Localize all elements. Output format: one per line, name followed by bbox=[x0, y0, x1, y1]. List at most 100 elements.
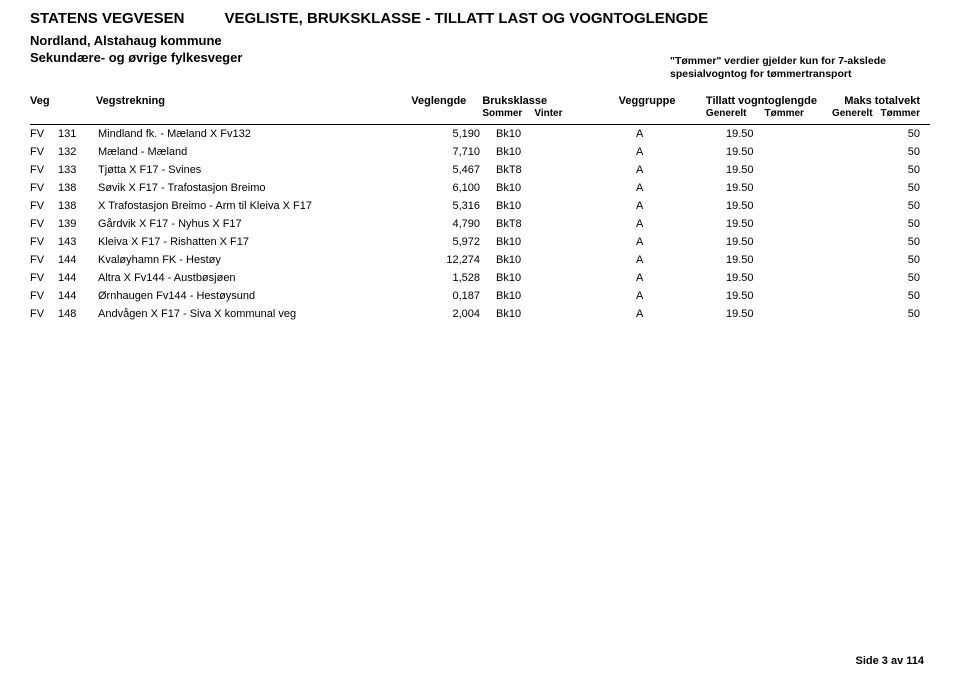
col-bk-vinter: Vinter bbox=[534, 108, 562, 120]
cell-name: Kvaløyhamn FK - Hestøy bbox=[98, 254, 410, 266]
cell-length: 6,100 bbox=[410, 182, 496, 194]
cell-vegnum: 131 bbox=[58, 128, 98, 140]
cell-bk: Bk10 bbox=[496, 254, 616, 266]
cell-length: 5,467 bbox=[410, 164, 496, 176]
col-veggruppe: Veggruppe bbox=[599, 95, 706, 120]
cell-vegnum: 144 bbox=[58, 272, 98, 284]
col-tillatt: Tillatt vogntoglengde Generelt Tømmer bbox=[706, 95, 832, 120]
cell-group: A bbox=[616, 218, 726, 230]
cell-vegtype: FV bbox=[30, 290, 58, 302]
cell-length: 5,316 bbox=[410, 200, 496, 212]
col-veglengde: Veglengde bbox=[398, 95, 482, 120]
cell-bk: Bk10 bbox=[496, 290, 616, 302]
cell-vegnum: 144 bbox=[58, 254, 98, 266]
col-bruksklasse: Bruksklasse Sommer Vinter bbox=[482, 95, 598, 120]
cell-maks: 50 bbox=[856, 290, 930, 302]
cell-bk: BkT8 bbox=[496, 164, 616, 176]
cell-maks: 50 bbox=[856, 254, 930, 266]
cell-tillatt: 19.50 bbox=[726, 182, 856, 194]
cell-maks: 50 bbox=[856, 236, 930, 248]
cell-maks: 50 bbox=[856, 218, 930, 230]
col-tillatt-gen: Generelt bbox=[706, 108, 747, 120]
cell-name: Ørnhaugen Fv144 - Hestøysund bbox=[98, 290, 410, 302]
cell-length: 4,790 bbox=[410, 218, 496, 230]
cell-vegnum: 133 bbox=[58, 164, 98, 176]
cell-tillatt: 19.50 bbox=[726, 146, 856, 158]
cell-vegnum: 138 bbox=[58, 182, 98, 194]
table-body: FV131Mindland fk. - Mæland X Fv1325,190B… bbox=[30, 125, 930, 323]
cell-group: A bbox=[616, 128, 726, 140]
cell-tillatt: 19.50 bbox=[726, 218, 856, 230]
table-row: FV139Gårdvik X F17 - Nyhus X F174,790BkT… bbox=[30, 215, 930, 233]
cell-vegtype: FV bbox=[30, 182, 58, 194]
cell-bk: Bk10 bbox=[496, 200, 616, 212]
col-vegstrekning: Vegstrekning bbox=[96, 95, 399, 120]
cell-tillatt: 19.50 bbox=[726, 236, 856, 248]
note-line1: "Tømmer" verdier gjelder kun for 7-aksle… bbox=[670, 55, 930, 68]
cell-group: A bbox=[616, 182, 726, 194]
cell-vegtype: FV bbox=[30, 200, 58, 212]
cell-name: Gårdvik X F17 - Nyhus X F17 bbox=[98, 218, 410, 230]
cell-maks: 50 bbox=[856, 200, 930, 212]
col-maks: Maks totalvekt Generelt Tømmer bbox=[832, 95, 930, 120]
cell-length: 1,528 bbox=[410, 272, 496, 284]
table-row: FV138Søvik X F17 - Trafostasjon Breimo6,… bbox=[30, 179, 930, 197]
cell-bk: Bk10 bbox=[496, 236, 616, 248]
cell-vegnum: 139 bbox=[58, 218, 98, 230]
cell-group: A bbox=[616, 272, 726, 284]
cell-name: Kleiva X F17 - Rishatten X F17 bbox=[98, 236, 410, 248]
cell-bk: Bk10 bbox=[496, 182, 616, 194]
col-veg: Veg bbox=[30, 95, 57, 120]
cell-length: 7,710 bbox=[410, 146, 496, 158]
cell-length: 5,972 bbox=[410, 236, 496, 248]
cell-maks: 50 bbox=[856, 308, 930, 320]
cell-tillatt: 19.50 bbox=[726, 254, 856, 266]
cell-bk: Bk10 bbox=[496, 308, 616, 320]
col-bk-sommer: Sommer bbox=[482, 108, 522, 120]
cell-group: A bbox=[616, 164, 726, 176]
cell-vegtype: FV bbox=[30, 164, 58, 176]
cell-name: Mindland fk. - Mæland X Fv132 bbox=[98, 128, 410, 140]
doc-title: VEGLISTE, BRUKSKLASSE - TILLATT LAST OG … bbox=[224, 10, 708, 27]
table-row: FV144Ørnhaugen Fv144 - Hestøysund0,187Bk… bbox=[30, 287, 930, 305]
cell-bk: BkT8 bbox=[496, 218, 616, 230]
org-name: STATENS VEGVESEN bbox=[30, 10, 184, 27]
table-header: Veg Vegstrekning Veglengde Bruksklasse S… bbox=[30, 95, 930, 125]
cell-bk: Bk10 bbox=[496, 272, 616, 284]
cell-name: X Trafostasjon Breimo - Arm til Kleiva X… bbox=[98, 200, 410, 212]
table-row: FV131Mindland fk. - Mæland X Fv1325,190B… bbox=[30, 125, 930, 143]
note-line2: spesialvogntog for tømmertransport bbox=[670, 68, 930, 81]
cell-vegtype: FV bbox=[30, 236, 58, 248]
cell-vegnum: 143 bbox=[58, 236, 98, 248]
cell-name: Mæland - Mæland bbox=[98, 146, 410, 158]
col-tillatt-tom: Tømmer bbox=[765, 108, 804, 120]
cell-group: A bbox=[616, 254, 726, 266]
page-footer: Side 3 av 114 bbox=[856, 655, 925, 667]
cell-vegnum: 132 bbox=[58, 146, 98, 158]
cell-length: 2,004 bbox=[410, 308, 496, 320]
cell-name: Andvågen X F17 - Siva X kommunal veg bbox=[98, 308, 410, 320]
cell-tillatt: 19.50 bbox=[726, 128, 856, 140]
cell-maks: 50 bbox=[856, 272, 930, 284]
table-row: FV148Andvågen X F17 - Siva X kommunal ve… bbox=[30, 305, 930, 323]
cell-tillatt: 19.50 bbox=[726, 200, 856, 212]
cell-vegtype: FV bbox=[30, 128, 58, 140]
cell-vegtype: FV bbox=[30, 272, 58, 284]
cell-vegnum: 144 bbox=[58, 290, 98, 302]
cell-name: Tjøtta X F17 - Svines bbox=[98, 164, 410, 176]
cell-name: Altra X Fv144 - Austbøsjøen bbox=[98, 272, 410, 284]
cell-maks: 50 bbox=[856, 128, 930, 140]
table-row: FV144Kvaløyhamn FK - Hestøy12,274Bk10A19… bbox=[30, 251, 930, 269]
cell-group: A bbox=[616, 146, 726, 158]
table-row: FV133Tjøtta X F17 - Svines5,467BkT8A19.5… bbox=[30, 161, 930, 179]
cell-maks: 50 bbox=[856, 182, 930, 194]
cell-group: A bbox=[616, 290, 726, 302]
cell-vegtype: FV bbox=[30, 308, 58, 320]
cell-tillatt: 19.50 bbox=[726, 164, 856, 176]
cell-group: A bbox=[616, 200, 726, 212]
cell-bk: Bk10 bbox=[496, 128, 616, 140]
table-row: FV143Kleiva X F17 - Rishatten X F175,972… bbox=[30, 233, 930, 251]
region-name: Nordland, Alstahaug kommune bbox=[30, 33, 930, 50]
cell-group: A bbox=[616, 236, 726, 248]
cell-length: 12,274 bbox=[410, 254, 496, 266]
